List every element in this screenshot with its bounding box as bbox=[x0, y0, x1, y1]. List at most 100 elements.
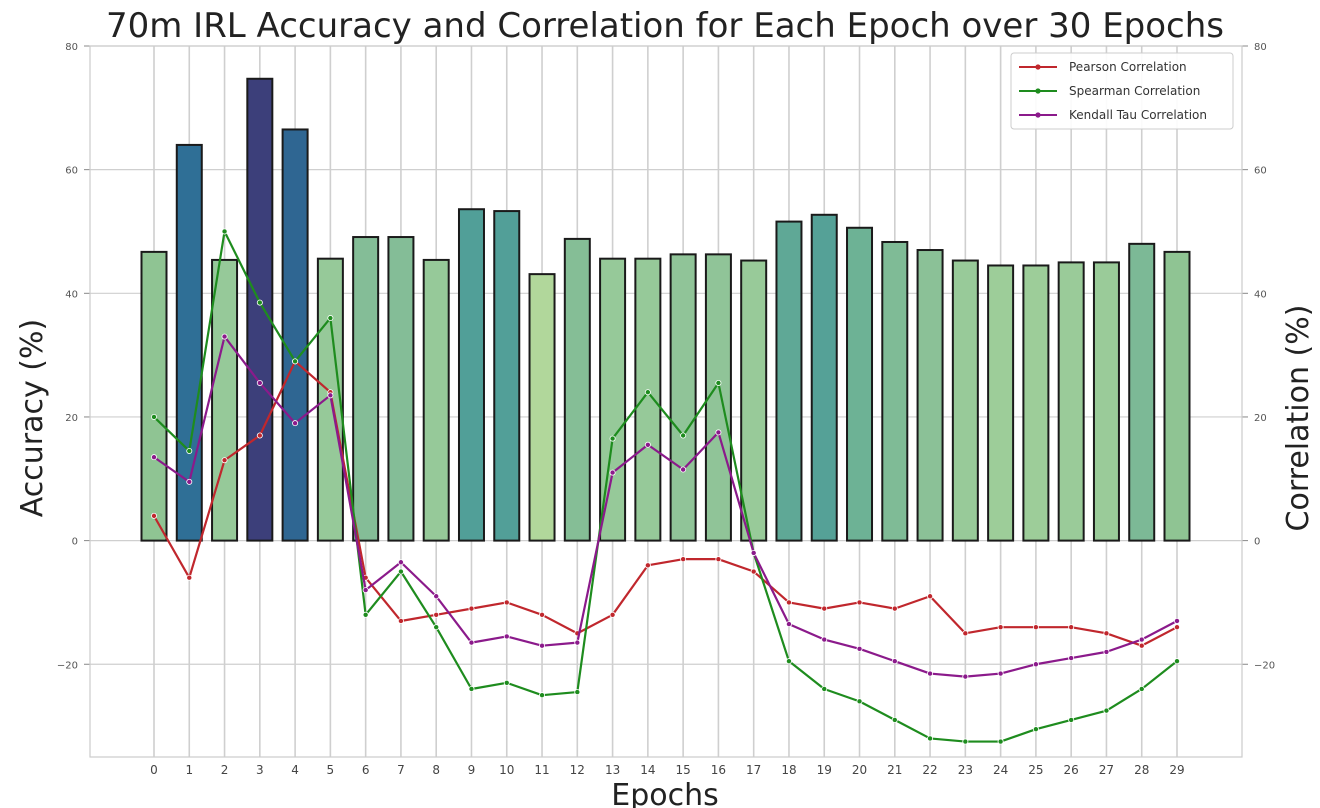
accuracy-bar bbox=[775, 220, 803, 542]
accuracy-bar bbox=[387, 236, 415, 542]
x-tick-label: 9 bbox=[468, 763, 476, 777]
correlation-point bbox=[927, 735, 934, 742]
correlation-point bbox=[609, 469, 616, 476]
correlation-point bbox=[221, 457, 228, 464]
x-axis-label: Epochs bbox=[611, 778, 719, 808]
correlation-point bbox=[1068, 624, 1075, 631]
correlation-point bbox=[856, 645, 863, 652]
y-tick-label: 20 bbox=[65, 413, 78, 424]
x-tick-label: 24 bbox=[993, 763, 1008, 777]
y-tick-label: 0 bbox=[72, 537, 78, 548]
correlation-point bbox=[362, 611, 369, 618]
correlation-point bbox=[468, 685, 475, 692]
correlation-point bbox=[397, 559, 404, 566]
x-tick-label: 21 bbox=[887, 763, 902, 777]
legend-label: Spearman Correlation bbox=[1069, 84, 1200, 98]
correlation-point bbox=[785, 658, 792, 665]
correlation-series-line bbox=[153, 230, 1178, 743]
accuracy-bar bbox=[316, 257, 344, 542]
legend-marker bbox=[1035, 64, 1041, 70]
accuracy-bar bbox=[669, 253, 697, 542]
correlation-point bbox=[962, 673, 969, 680]
correlation-point bbox=[397, 568, 404, 575]
correlation-point bbox=[150, 512, 157, 519]
correlation-point bbox=[821, 685, 828, 692]
accuracy-bar bbox=[211, 258, 239, 542]
correlation-point bbox=[821, 636, 828, 643]
correlation-point bbox=[221, 333, 228, 340]
x-tick-label: 13 bbox=[605, 763, 620, 777]
x-tick-label: 2 bbox=[221, 763, 229, 777]
correlation-point bbox=[362, 587, 369, 594]
accuracy-bar bbox=[246, 77, 274, 542]
correlation-point bbox=[433, 593, 440, 600]
y-axis-label: Accuracy (%) bbox=[15, 319, 50, 517]
correlation-point bbox=[927, 593, 934, 600]
correlation-point bbox=[891, 658, 898, 665]
correlation-point bbox=[715, 379, 722, 386]
correlation-point bbox=[1174, 624, 1181, 631]
correlation-point bbox=[186, 574, 193, 581]
x-tick-label: 12 bbox=[570, 763, 585, 777]
correlation-point bbox=[433, 611, 440, 618]
y-tick-label: 80 bbox=[65, 42, 78, 53]
x-tick-label: 1 bbox=[185, 763, 193, 777]
legend-marker bbox=[1035, 112, 1041, 118]
correlation-point bbox=[256, 299, 263, 306]
correlation-point bbox=[1032, 661, 1039, 668]
y-tick-label: 60 bbox=[65, 166, 78, 177]
correlation-point bbox=[1174, 617, 1181, 624]
correlation-point bbox=[785, 599, 792, 606]
correlation-point bbox=[715, 429, 722, 436]
y2-axis-label: Correlation (%) bbox=[1281, 305, 1316, 532]
x-tick-label: 29 bbox=[1169, 763, 1184, 777]
accuracy-bar bbox=[493, 210, 521, 542]
correlation-point bbox=[539, 611, 546, 618]
legend-box bbox=[1010, 52, 1234, 130]
correlation-point bbox=[856, 599, 863, 606]
x-tick-label: 15 bbox=[675, 763, 690, 777]
legend-label: Kendall Tau Correlation bbox=[1069, 108, 1207, 122]
correlation-point bbox=[1138, 642, 1145, 649]
x-tick-label: 23 bbox=[958, 763, 973, 777]
accuracy-bar bbox=[1022, 264, 1050, 542]
correlation-point bbox=[150, 454, 157, 461]
accuracy-bar bbox=[1092, 261, 1120, 542]
accuracy-bar bbox=[916, 249, 944, 542]
accuracy-bar bbox=[352, 236, 380, 542]
x-tick-label: 7 bbox=[397, 763, 405, 777]
correlation-point bbox=[221, 228, 228, 235]
correlation-point bbox=[785, 621, 792, 628]
correlation-point bbox=[186, 447, 193, 454]
correlation-point bbox=[715, 556, 722, 563]
accuracy-bar bbox=[881, 240, 909, 542]
correlation-point bbox=[186, 478, 193, 485]
correlation-point bbox=[503, 633, 510, 640]
correlation-point bbox=[256, 379, 263, 386]
correlation-point bbox=[680, 466, 687, 473]
x-tick-label: 27 bbox=[1099, 763, 1114, 777]
correlation-point bbox=[503, 599, 510, 606]
correlation-point bbox=[433, 624, 440, 631]
accuracy-bar bbox=[528, 273, 556, 542]
correlation-point bbox=[539, 692, 546, 699]
y2-tick-label: −20 bbox=[1254, 660, 1275, 671]
correlation-point bbox=[397, 617, 404, 624]
legend-marker bbox=[1035, 88, 1041, 94]
correlation-point bbox=[468, 639, 475, 646]
accuracy-bar bbox=[951, 259, 979, 542]
accuracy-bar bbox=[740, 259, 768, 542]
y-tick-label: 40 bbox=[65, 289, 78, 300]
accuracy-bar bbox=[140, 250, 168, 542]
accuracy-bar bbox=[281, 128, 309, 542]
correlation-point bbox=[1103, 630, 1110, 637]
x-tick-label: 25 bbox=[1028, 763, 1043, 777]
correlation-point bbox=[256, 432, 263, 439]
legend-label: Pearson Correlation bbox=[1069, 60, 1187, 74]
correlation-point bbox=[1138, 685, 1145, 692]
correlation-point bbox=[1138, 636, 1145, 643]
x-tick-label: 11 bbox=[534, 763, 549, 777]
correlation-point bbox=[1103, 648, 1110, 655]
